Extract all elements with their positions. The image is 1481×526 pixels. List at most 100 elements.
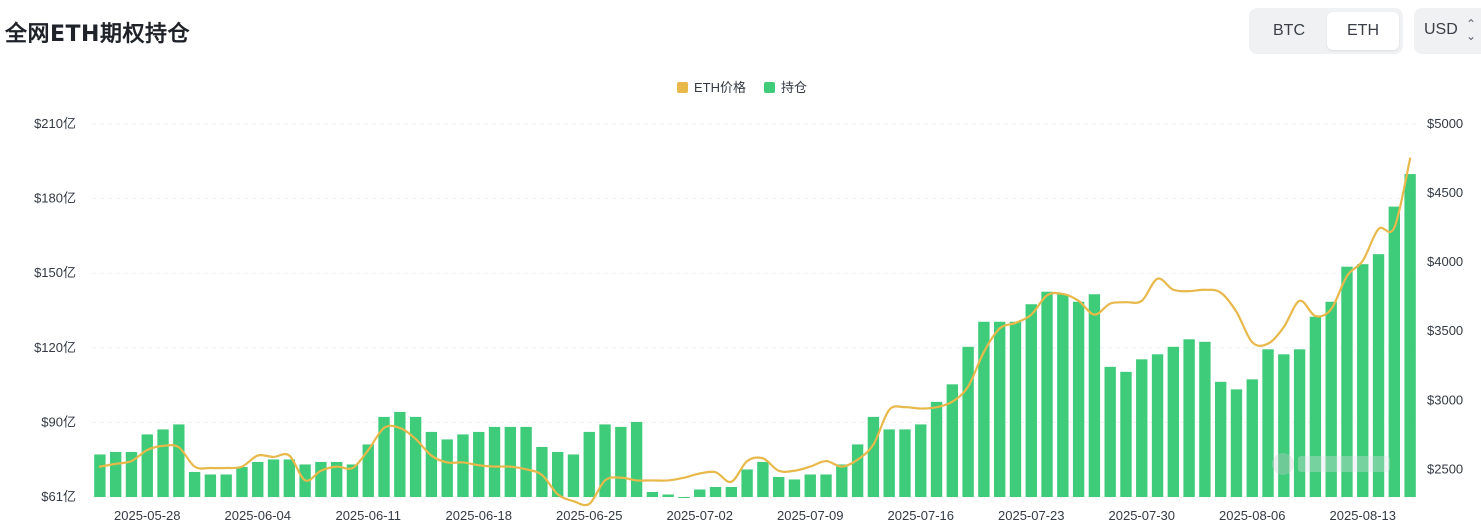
oi-bar [378, 416, 390, 497]
oi-bar [1136, 359, 1148, 497]
legend-label: 持仓 [781, 80, 807, 95]
oi-bar [725, 486, 738, 497]
y-left-tick-label: $61亿 [41, 489, 76, 504]
legend-swatch [764, 82, 776, 93]
oi-bar [1404, 174, 1416, 497]
oi-bar [915, 424, 927, 497]
x-tick-label: 2025-07-09 [777, 508, 844, 523]
y-left-tick-label: $90亿 [41, 414, 76, 429]
oi-bar [394, 411, 406, 497]
oi-bar [851, 444, 864, 497]
oi-bar [1199, 341, 1211, 497]
oi-bar [1072, 301, 1085, 497]
x-tick-label: 2025-08-06 [1219, 508, 1286, 523]
legend-label: ETH价格 [694, 80, 746, 95]
oi-bar [583, 431, 595, 497]
currency-select[interactable]: USD ⌃ ⌄ [1414, 8, 1481, 54]
oi-bar [409, 416, 422, 497]
oi-bar [141, 434, 153, 497]
x-tick-label: 2025-06-04 [225, 508, 292, 523]
oi-bar [1246, 379, 1258, 497]
oi-bar [1120, 371, 1132, 497]
y-right-tick-label: $3500 [1427, 323, 1463, 338]
oi-bar [346, 464, 359, 497]
oi-bar [1057, 294, 1069, 497]
asset-option-btc[interactable]: BTC [1273, 22, 1305, 39]
oi-bar [551, 451, 564, 497]
oi-bar [315, 461, 327, 497]
oi-bar [425, 431, 438, 497]
x-tick-label: 2025-07-02 [667, 508, 734, 523]
oi-bar [125, 451, 138, 497]
legend-swatch [677, 82, 688, 93]
oi-bar [1025, 304, 1037, 497]
oi-bar [599, 424, 611, 497]
oi-bar [1214, 381, 1227, 497]
oi-bar [567, 454, 580, 497]
y-right-tick-label: $4500 [1427, 185, 1463, 200]
x-tick-label: 2025-08-13 [1330, 508, 1397, 523]
oi-bar [946, 384, 959, 497]
x-tick-label: 2025-05-28 [114, 508, 181, 523]
oi-bar [109, 451, 122, 497]
oi-bar [741, 469, 753, 497]
x-tick-label: 2025-06-25 [556, 508, 623, 523]
y-right-tick-label: $4000 [1427, 254, 1463, 269]
oi-bar [1388, 206, 1401, 498]
oi-bar [1183, 339, 1195, 497]
watermark-logo [1272, 453, 1390, 475]
y-axis-right: $2500 $3000 $3500 $4000 $4500 $5000 [1427, 116, 1463, 476]
oi-bar [1230, 389, 1243, 497]
x-tick-label: 2025-06-11 [335, 508, 401, 523]
oi-bar [662, 494, 674, 497]
oi-bar [1167, 346, 1180, 497]
oi-bar [615, 426, 627, 497]
oi-bar [267, 459, 280, 497]
oi-bar [1278, 354, 1290, 497]
oi-bar [1009, 321, 1022, 497]
asset-option-eth[interactable]: ETH [1327, 12, 1399, 50]
x-tick-label: 2025-06-18 [446, 508, 513, 523]
oi-bar [1293, 349, 1306, 497]
oi-bar [757, 461, 769, 497]
oi-bar [678, 497, 690, 498]
y-left-tick-label: $180亿 [34, 191, 76, 206]
oi-bar [788, 479, 801, 497]
oi-bar [1325, 301, 1337, 497]
oi-bar [1309, 316, 1322, 497]
oi-bar [188, 471, 201, 497]
oi-bar [867, 416, 880, 497]
oi-bar [1372, 254, 1385, 497]
oi-bar [899, 429, 911, 497]
x-tick-label: 2025-07-30 [1109, 508, 1176, 523]
oi-bar [1341, 266, 1353, 497]
oi-bar [536, 446, 548, 497]
y-left-tick-label: $150亿 [34, 265, 76, 280]
oi-bar [836, 464, 848, 497]
oi-bar [94, 454, 106, 497]
y-axis-left: $61亿 $90亿 $120亿 $150亿 $180亿 $210亿 [34, 116, 76, 504]
oi-bar [236, 466, 248, 497]
y-left-tick-label: $120亿 [34, 340, 76, 355]
updown-chevron-icon: ⌃ ⌄ [1466, 17, 1477, 43]
oi-bar [204, 474, 217, 497]
page-title: 全网ETH期权持仓 [5, 22, 190, 47]
oi-bar [820, 474, 832, 497]
x-tick-label: 2025-07-23 [998, 508, 1065, 523]
y-right-tick-label: $5000 [1427, 116, 1463, 131]
oi-bar [252, 461, 264, 497]
grid-lines [92, 123, 1418, 498]
oi-bar [488, 426, 501, 497]
oi-bar [1357, 264, 1369, 497]
chart-legend: ETH价格 持仓 [677, 80, 807, 95]
oi-bar [520, 426, 532, 497]
oi-bar [441, 439, 453, 497]
asset-toggle: BTC ETH [1249, 8, 1403, 54]
oi-bar [1088, 294, 1101, 497]
oi-bar [362, 444, 374, 497]
oi-bar [630, 421, 643, 497]
oi-bar [1041, 291, 1053, 497]
oi-bar [157, 429, 169, 497]
currency-label: USD [1424, 21, 1458, 38]
